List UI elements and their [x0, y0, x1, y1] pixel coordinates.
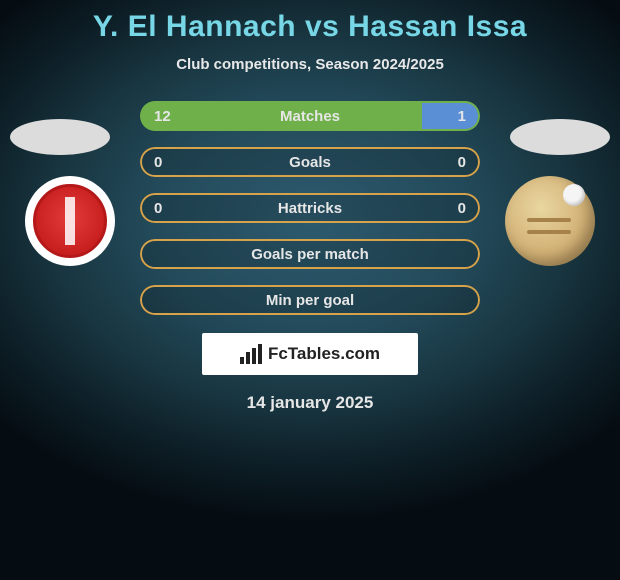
stat-row: 00Goals — [140, 147, 480, 177]
stat-label: Min per goal — [140, 285, 480, 315]
team-badge-right — [505, 176, 595, 266]
stat-row: Goals per match — [140, 239, 480, 269]
stat-label: Goals per match — [140, 239, 480, 269]
chart-icon — [240, 344, 264, 364]
team-badge-left — [25, 176, 115, 266]
stat-row: 00Hattricks — [140, 193, 480, 223]
date-text: 14 january 2025 — [0, 393, 620, 413]
brand-box: FcTables.com — [202, 333, 418, 375]
stat-label: Hattricks — [140, 193, 480, 223]
stat-row: Min per goal — [140, 285, 480, 315]
page-title: Y. El Hannach vs Hassan Issa — [0, 0, 620, 44]
stat-row: 121Matches — [140, 101, 480, 131]
subtitle: Club competitions, Season 2024/2025 — [0, 56, 620, 73]
player-left-avatar — [10, 119, 110, 155]
stat-label: Goals — [140, 147, 480, 177]
brand-text: FcTables.com — [268, 344, 380, 364]
stat-label: Matches — [140, 101, 480, 131]
player-right-avatar — [510, 119, 610, 155]
